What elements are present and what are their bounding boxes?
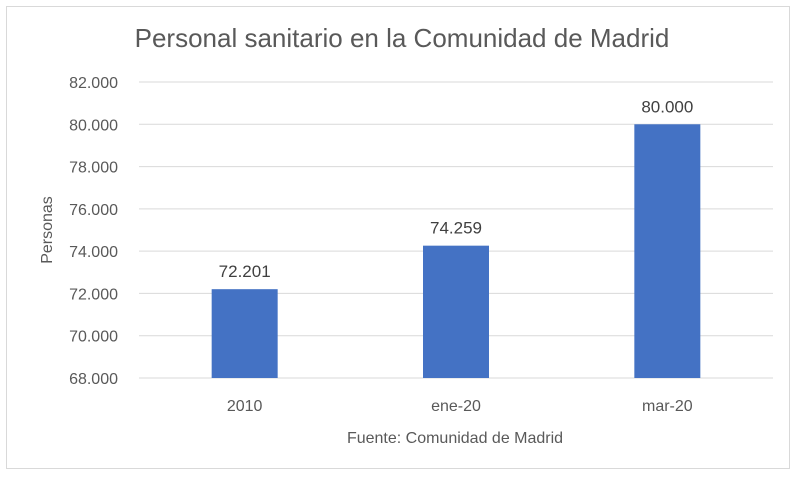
y-tick-label: 72.000	[69, 286, 118, 303]
y-tick-label: 68.000	[69, 371, 118, 388]
y-tick-label: 74.000	[69, 244, 118, 261]
y-axis-title: Personas	[39, 196, 56, 264]
data-label: 80.000	[641, 97, 693, 116]
y-axis-ticks: 68.000 70.000 72.000 74.000 76.000 78.000 80.0…	[69, 75, 118, 388]
data-labels: 72.201 74.259 80.000	[219, 97, 694, 281]
x-axis-categories: 2010 ene-20 mar-20	[227, 398, 693, 415]
y-tick-label: 82.000	[69, 75, 118, 92]
x-axis-title: Fuente: Comunidad de Madrid	[347, 430, 563, 447]
chart-title: Personal sanitario en la Comunidad de Ma…	[135, 23, 670, 53]
data-label: 72.201	[219, 262, 271, 281]
bar	[634, 124, 701, 379]
y-tick-label: 78.000	[69, 160, 118, 177]
x-tick-label: mar-20	[642, 398, 693, 415]
x-tick-label: 2010	[227, 398, 263, 415]
y-tick-label: 80.000	[69, 117, 118, 134]
data-label: 74.259	[430, 219, 482, 238]
bars	[211, 124, 701, 379]
y-tick-label: 70.000	[69, 329, 118, 346]
bar	[423, 245, 489, 378]
x-tick-label: ene-20	[431, 398, 481, 415]
y-tick-label: 76.000	[69, 202, 118, 219]
bar	[211, 289, 278, 378]
